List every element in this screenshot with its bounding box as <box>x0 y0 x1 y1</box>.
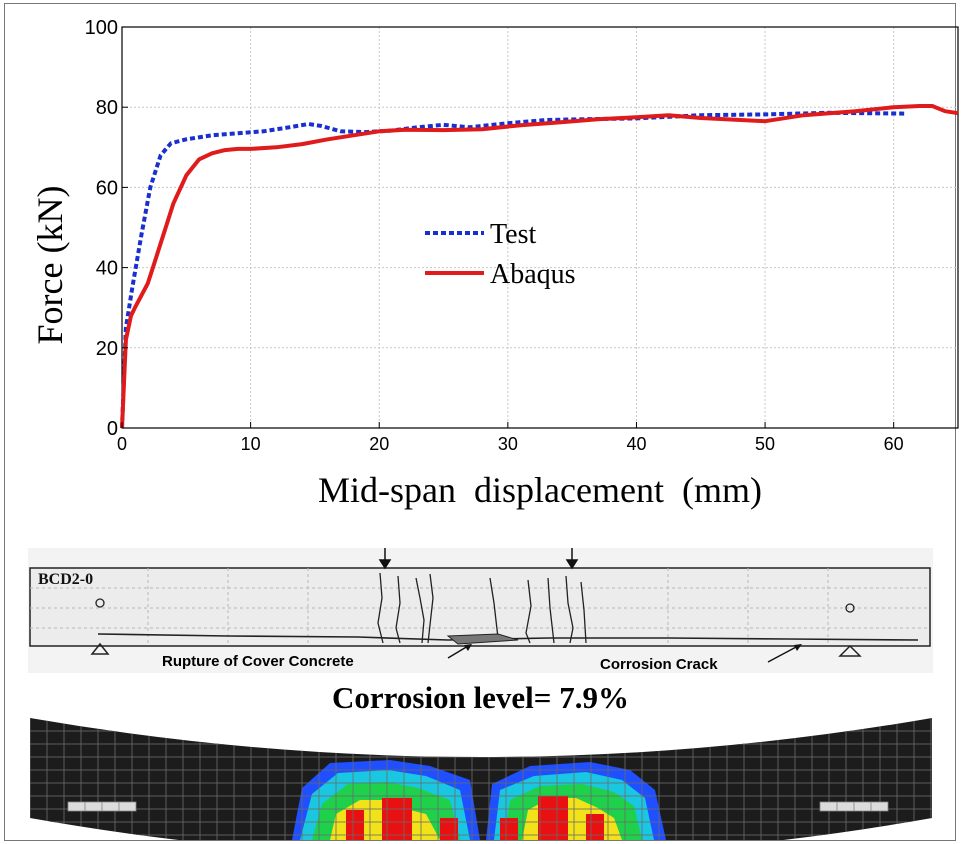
plot-area-border <box>121 26 959 429</box>
corrosion-level-label: Corrosion level= 7.9% <box>332 680 629 715</box>
specimen-photo: BCD2-0 Rupture of Cover Concrete Corrosi… <box>28 548 933 673</box>
y-axis-label: Force (kN) <box>30 186 70 345</box>
support-right <box>838 644 862 657</box>
support-plates <box>67 801 889 812</box>
rupture-label: Rupture of Cover Concrete <box>162 653 354 670</box>
crack-label: Corrosion Crack <box>600 656 718 673</box>
x-tick-label: 60 <box>884 434 904 454</box>
y-tick-label: 20 <box>96 338 118 360</box>
gauge-point-right <box>845 603 855 613</box>
x-tick-label: 20 <box>369 434 389 454</box>
chart-grid <box>122 27 958 428</box>
legend: Test Abaqus <box>425 219 576 290</box>
y-tick-label: 80 <box>96 97 118 119</box>
y-tick-label: 100 <box>85 17 118 39</box>
y-tick-label: 0 <box>107 418 118 440</box>
series-line-abaqus <box>120 104 959 429</box>
axis-ticks: 0 10 20 30 40 50 60 0 20 40 60 80 100 <box>85 17 904 454</box>
series-line-test <box>120 110 907 429</box>
load-arrows <box>378 548 579 570</box>
y-tick-label: 40 <box>96 258 118 280</box>
x-tick-label: 0 <box>117 434 127 454</box>
legend-abaqus-label: Abaqus <box>490 259 576 290</box>
x-tick-label: 40 <box>626 434 646 454</box>
support-left <box>90 642 110 655</box>
gauge-point-left <box>95 598 105 608</box>
y-tick-label: 60 <box>96 177 118 199</box>
legend-test-label: Test <box>490 219 536 250</box>
x-tick-label: 30 <box>498 434 518 454</box>
series-layer <box>120 104 959 429</box>
specimen-id: BCD2-0 <box>38 571 93 588</box>
force-displacement-chart: 0 10 20 30 40 50 60 0 20 40 60 80 100 Test Abaqus Mi… <box>30 17 959 510</box>
figure-frame <box>4 3 956 841</box>
x-tick-label: 10 <box>241 434 261 454</box>
cover-rupture-patch <box>446 633 519 645</box>
x-tick-label: 50 <box>755 434 775 454</box>
x-axis-label: Mid-span displacement (mm) <box>318 470 762 510</box>
fe-model-contour <box>30 718 932 840</box>
